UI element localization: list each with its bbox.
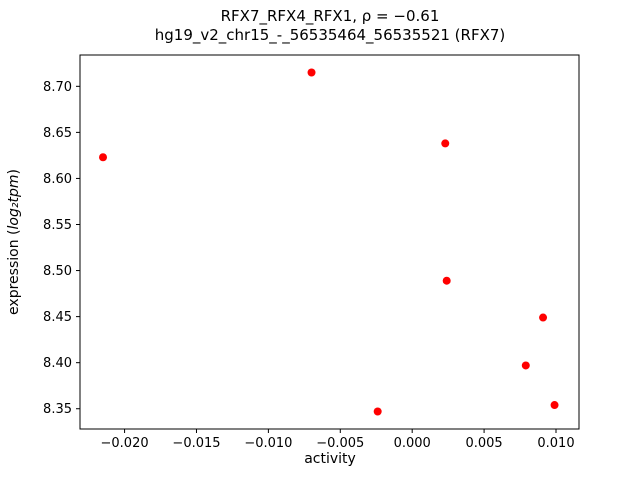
data-point: [307, 68, 316, 77]
x-tick-label: −0.020: [101, 436, 149, 451]
data-point: [539, 313, 548, 322]
x-tick-label: −0.015: [172, 436, 220, 451]
y-tick-label: 8.70: [43, 80, 72, 95]
axes-frame: [79, 54, 580, 430]
y-tick-label: 8.55: [43, 218, 72, 233]
y-tick-label: 8.45: [43, 310, 72, 325]
x-tick-label: 0.000: [394, 436, 431, 451]
y-tick-label: 8.40: [43, 356, 72, 371]
data-point: [441, 139, 450, 148]
data-point: [442, 276, 451, 285]
x-tick-label: −0.005: [316, 436, 364, 451]
data-point: [373, 407, 382, 416]
y-tick-label: 8.65: [43, 126, 72, 141]
x-axis-label: activity: [304, 451, 356, 467]
chart-subtitle: hg19_v2_chr15_-_56535464_56535521 (RFX7): [154, 26, 506, 44]
x-tick-label: 0.005: [465, 436, 502, 451]
y-tick-label: 8.50: [43, 264, 72, 279]
data-point: [99, 153, 108, 162]
x-tick-label: −0.010: [244, 436, 292, 451]
data-point: [550, 401, 559, 410]
data-point: [521, 361, 530, 370]
chart-title: RFX7_RFX4_RFX1, ρ = −0.61: [220, 7, 440, 25]
y-tick-label: 8.35: [43, 402, 72, 417]
x-tick-label: 0.010: [537, 436, 574, 451]
y-tick-label: 8.60: [43, 172, 72, 187]
